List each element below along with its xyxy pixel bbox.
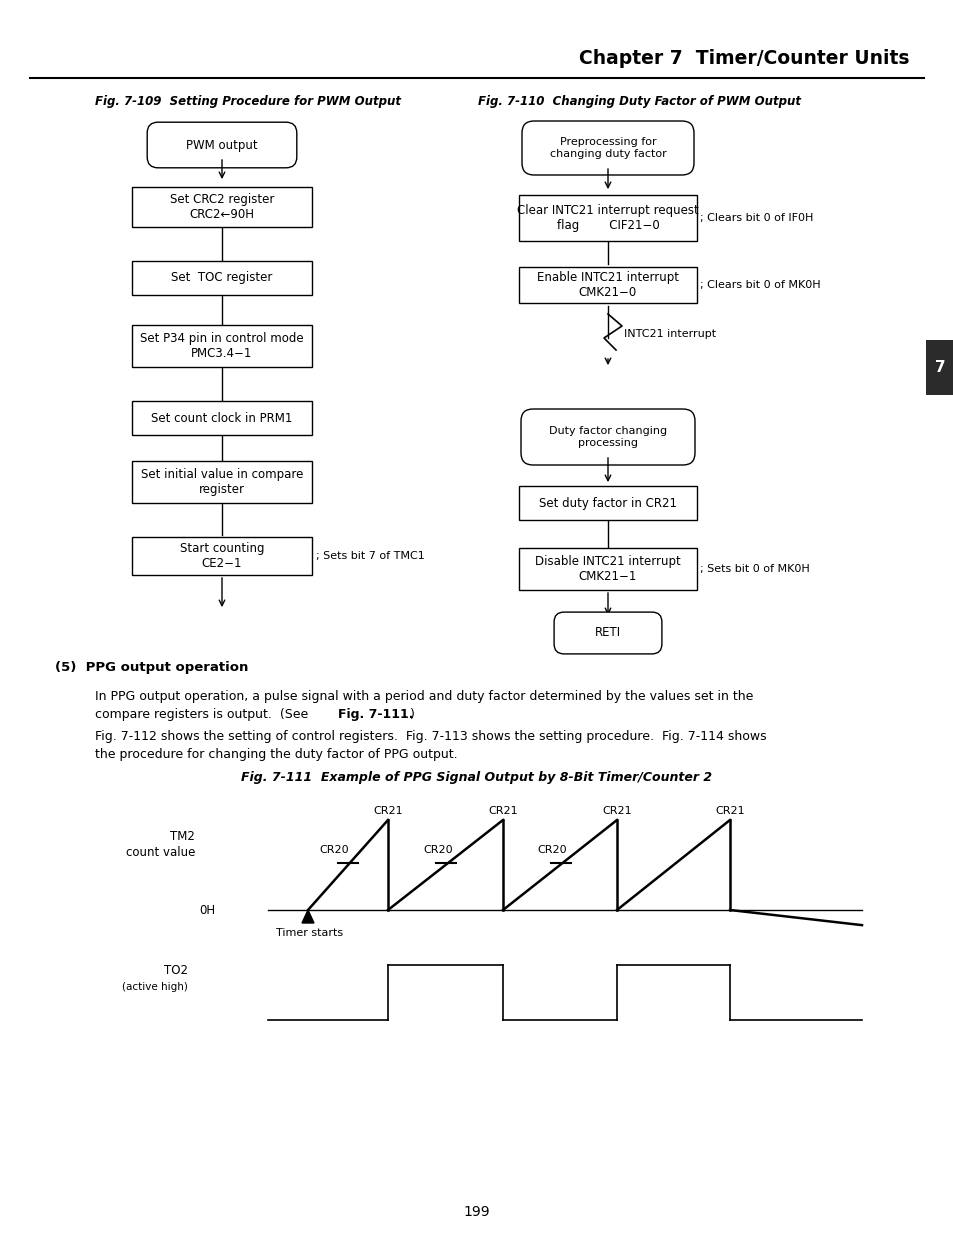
Text: 199: 199 [463,1205,490,1219]
Text: CR21: CR21 [488,806,517,816]
FancyBboxPatch shape [518,487,697,520]
FancyBboxPatch shape [520,409,695,466]
FancyBboxPatch shape [554,613,661,653]
Text: Set CRC2 register
CRC2←90H: Set CRC2 register CRC2←90H [170,193,274,221]
FancyBboxPatch shape [518,267,697,303]
Text: Fig. 7-111  Example of PPG Signal Output by 8-Bit Timer/Counter 2: Fig. 7-111 Example of PPG Signal Output … [241,772,712,784]
Text: TM2: TM2 [170,830,194,842]
Text: Set duty factor in CR21: Set duty factor in CR21 [538,496,677,510]
Text: Fig. 7-111.: Fig. 7-111. [337,708,413,721]
Text: Preprocessing for
changing duty factor: Preprocessing for changing duty factor [549,137,666,159]
Text: PWM output: PWM output [186,138,257,152]
Text: CR21: CR21 [601,806,631,816]
FancyBboxPatch shape [521,121,693,175]
Text: (5)  PPG output operation: (5) PPG output operation [55,662,248,674]
Text: CR21: CR21 [373,806,402,816]
Text: CR20: CR20 [423,845,453,855]
Text: Enable INTC21 interrupt
CMK21−0: Enable INTC21 interrupt CMK21−0 [537,270,679,299]
Text: (active high): (active high) [122,982,188,992]
Text: RETI: RETI [595,626,620,640]
Text: the procedure for changing the duty factor of PPG output.: the procedure for changing the duty fact… [95,748,457,761]
Text: Timer starts: Timer starts [276,927,343,939]
Text: 7: 7 [934,359,944,374]
Text: CR20: CR20 [318,845,348,855]
Text: Set  TOC register: Set TOC register [172,272,273,284]
FancyBboxPatch shape [132,537,312,576]
Text: Duty factor changing
processing: Duty factor changing processing [548,426,666,448]
Text: Fig. 7-110  Changing Duty Factor of PWM Output: Fig. 7-110 Changing Duty Factor of PWM O… [477,95,801,107]
Text: ): ) [410,708,415,721]
FancyBboxPatch shape [132,186,312,227]
Text: Clear INTC21 interrupt request
flag        CIF21−0: Clear INTC21 interrupt request flag CIF2… [517,204,699,232]
Text: 0H: 0H [198,904,214,916]
Text: count value: count value [126,846,194,858]
Text: Start counting
CE2−1: Start counting CE2−1 [179,542,264,571]
FancyBboxPatch shape [132,401,312,435]
FancyBboxPatch shape [132,261,312,295]
FancyBboxPatch shape [132,461,312,503]
Polygon shape [302,910,314,923]
FancyBboxPatch shape [147,122,296,168]
FancyBboxPatch shape [925,340,953,395]
Text: ; Clears bit 0 of MK0H: ; Clears bit 0 of MK0H [700,280,820,290]
Text: compare registers is output.  (See: compare registers is output. (See [95,708,312,721]
FancyBboxPatch shape [518,548,697,590]
Text: Fig. 7-109  Setting Procedure for PWM Output: Fig. 7-109 Setting Procedure for PWM Out… [95,95,400,107]
Text: Set P34 pin in control mode
PMC3.4−1: Set P34 pin in control mode PMC3.4−1 [140,332,303,359]
Text: Fig. 7-112 shows the setting of control registers.  Fig. 7-113 shows the setting: Fig. 7-112 shows the setting of control … [95,730,766,743]
Text: Set count clock in PRM1: Set count clock in PRM1 [152,411,293,425]
Text: CR21: CR21 [715,806,744,816]
Text: TO2: TO2 [164,963,188,977]
Text: Disable INTC21 interrupt
CMK21−1: Disable INTC21 interrupt CMK21−1 [535,555,680,583]
FancyBboxPatch shape [518,195,697,241]
Text: ; Clears bit 0 of IF0H: ; Clears bit 0 of IF0H [700,212,813,224]
FancyBboxPatch shape [132,325,312,367]
Text: CR20: CR20 [537,845,567,855]
Text: Chapter 7  Timer/Counter Units: Chapter 7 Timer/Counter Units [578,48,909,68]
Text: INTC21 interrupt: INTC21 interrupt [623,329,716,338]
Text: ; Sets bit 0 of MK0H: ; Sets bit 0 of MK0H [700,564,809,574]
Text: Set initial value in compare
register: Set initial value in compare register [141,468,303,496]
Text: ; Sets bit 7 of TMC1: ; Sets bit 7 of TMC1 [315,551,424,561]
Text: In PPG output operation, a pulse signal with a period and duty factor determined: In PPG output operation, a pulse signal … [95,690,753,703]
